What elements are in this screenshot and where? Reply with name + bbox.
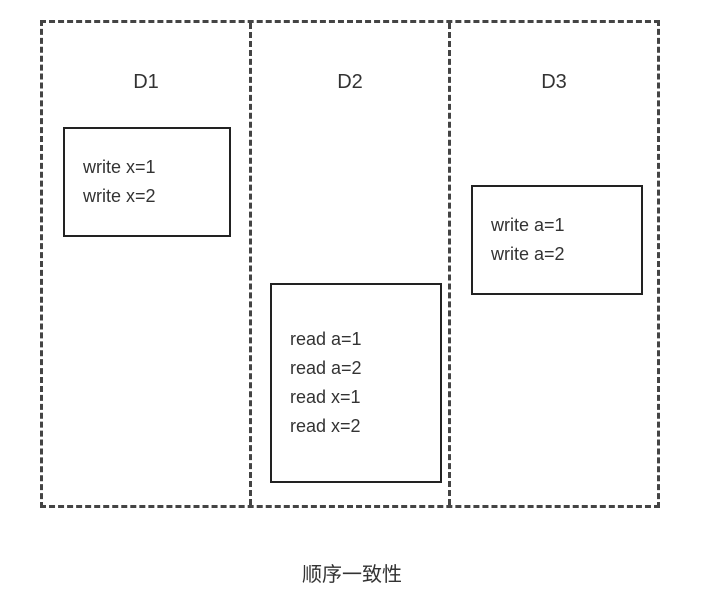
ops-box-d1: write x=1write x=2 [63, 127, 231, 237]
column-d2: D2 read a=1read a=2read x=1read x=2 [249, 23, 451, 505]
op-line: write a=2 [491, 240, 641, 269]
column-d3: D3 write a=1write a=2 [451, 23, 657, 505]
column-label-d3: D3 [451, 71, 657, 94]
column-label-d2: D2 [252, 71, 448, 94]
op-line: read a=1 [290, 325, 440, 354]
column-label-d1: D1 [43, 71, 249, 94]
op-line: read a=2 [290, 354, 440, 383]
op-line: write x=1 [83, 153, 229, 182]
ops-box-d2: read a=1read a=2read x=1read x=2 [270, 283, 442, 483]
column-d1: D1 write x=1write x=2 [43, 23, 249, 505]
op-line: read x=2 [290, 412, 440, 441]
op-line: write a=1 [491, 211, 641, 240]
op-line: read x=1 [290, 383, 440, 412]
diagram-caption: 顺序一致性 [0, 558, 704, 587]
diagram-outer: D1 write x=1write x=2 D2 read a=1read a=… [40, 20, 660, 508]
op-line: write x=2 [83, 182, 229, 211]
ops-box-d3: write a=1write a=2 [471, 185, 643, 295]
